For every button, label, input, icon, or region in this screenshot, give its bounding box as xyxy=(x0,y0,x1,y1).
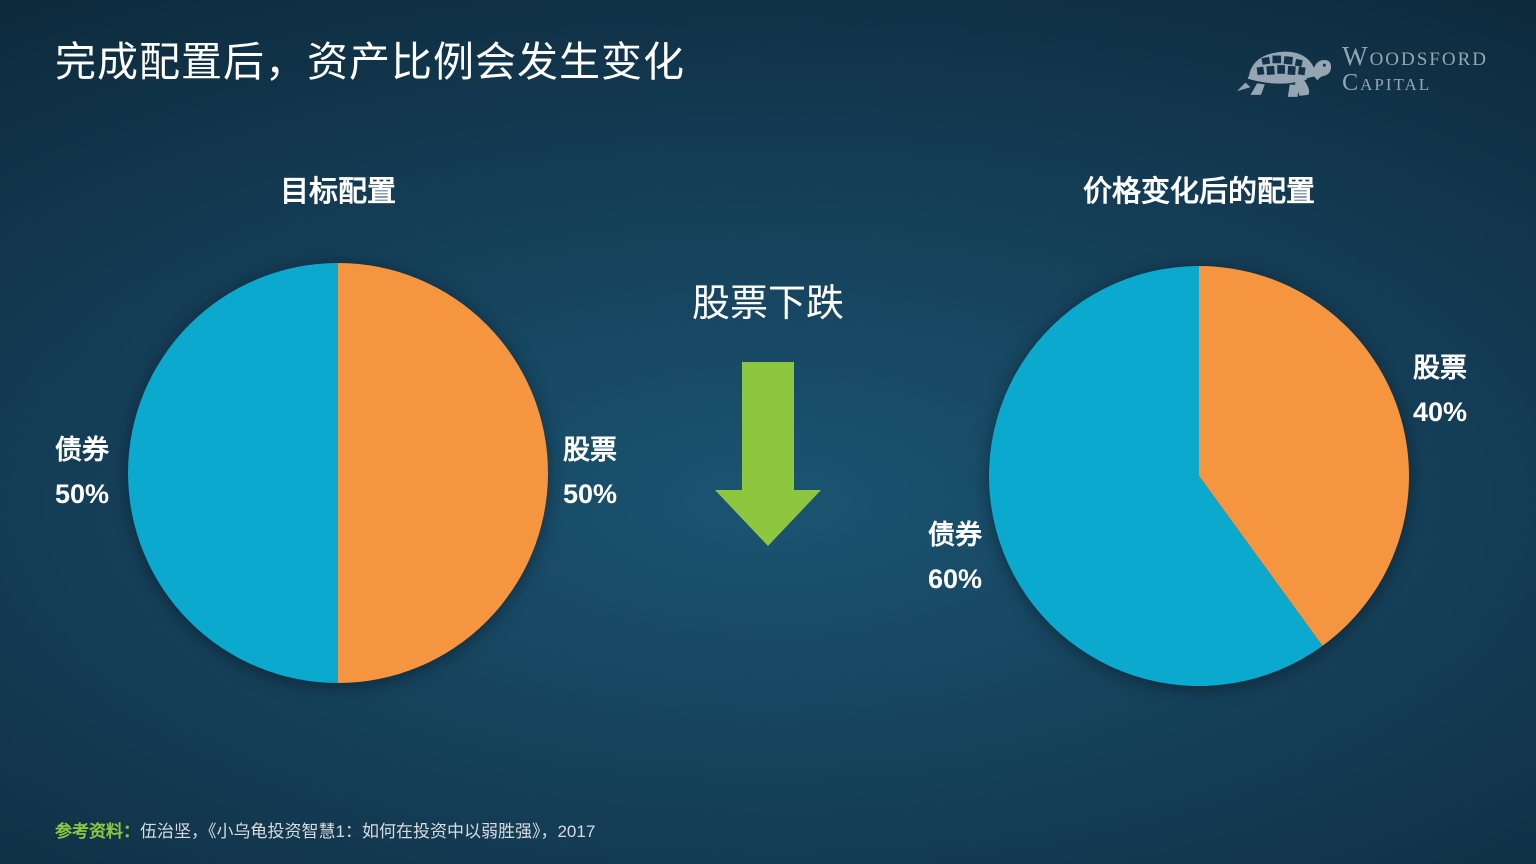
slice-label-text: 债券 xyxy=(55,435,109,465)
pie-slice-债券 xyxy=(128,263,338,683)
down-arrow-shape xyxy=(715,362,821,546)
reference-footer: 参考资料：伍治坚，《小乌龟投资智慧1：如何在投资中以弱胜强》，2017 xyxy=(55,817,595,842)
reference-label: 参考资料： xyxy=(55,822,140,841)
left-chart-title: 目标配置 xyxy=(279,176,396,208)
logo-name-line1: Woodsford xyxy=(1342,41,1488,72)
right-chart-title: 价格变化后的配置 xyxy=(1082,176,1315,208)
company-logo: Woodsford Capital xyxy=(1236,38,1488,100)
logo-wordmark: Woodsford Capital xyxy=(1342,42,1488,96)
pie-slice-股票 xyxy=(338,263,548,683)
down-arrow-icon xyxy=(715,362,821,546)
pie-slice-股票 xyxy=(1199,266,1409,646)
slice-label-percent: 60% xyxy=(928,564,983,594)
slice-label-text: 股票 xyxy=(1413,353,1467,383)
slide-title: 完成配置后，资产比例会发生变化 xyxy=(55,39,685,85)
slice-label-bonds-left-pie: 债券 50% xyxy=(55,437,109,508)
reference-citation: 伍治坚，《小乌龟投资智慧1：如何在投资中以弱胜强》，2017 xyxy=(140,822,596,841)
slice-label-stocks-left-pie: 股票 50% xyxy=(563,437,617,508)
pie-chart-after-price-change xyxy=(989,266,1409,686)
slice-label-bonds-right-pie: 债券 60% xyxy=(928,522,982,593)
turtle-icon xyxy=(1237,51,1332,97)
pie-chart-target-allocation xyxy=(128,263,548,683)
slice-label-percent: 50% xyxy=(563,479,618,509)
center-annotation: 股票下跌 xyxy=(691,283,844,325)
slice-label-text: 债券 xyxy=(928,520,982,550)
slice-label-percent: 50% xyxy=(55,479,110,509)
pie-slice-债券 xyxy=(989,266,1323,686)
slice-label-stocks-right-pie: 股票 40% xyxy=(1413,355,1467,426)
logo-name-line2: Capital xyxy=(1342,69,1432,96)
slice-label-text: 股票 xyxy=(563,435,617,465)
slice-label-percent: 40% xyxy=(1413,397,1468,427)
